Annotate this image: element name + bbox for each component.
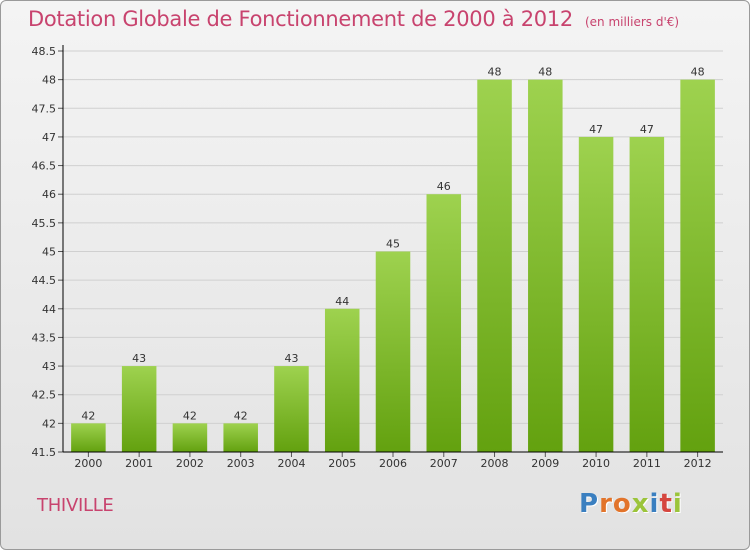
bar: [172, 423, 208, 452]
bar: [477, 79, 512, 453]
y-tick-label: 46: [42, 188, 56, 201]
x-tick-label: 2001: [125, 457, 153, 470]
x-tick-label: 2011: [633, 457, 661, 470]
bar: [71, 423, 106, 452]
bar-value-label: 45: [386, 238, 400, 251]
logo-letter: t: [659, 489, 673, 519]
bar: [528, 79, 563, 453]
bar: [680, 79, 715, 453]
x-tick-label: 2012: [684, 457, 712, 470]
bar-value-label: 43: [132, 352, 146, 365]
x-tick-label: 2005: [328, 457, 356, 470]
bar-value-label: 42: [183, 409, 197, 422]
data-labels: 42 43 42 42 43 44 45 46 48 48 47 47 48: [81, 66, 704, 423]
y-tick-label: 44.5: [32, 274, 57, 287]
x-tick-label: 2004: [277, 457, 305, 470]
logo-letter: P: [579, 489, 600, 519]
y-tick-label: 46.5: [32, 160, 57, 173]
y-tick-label: 42.5: [32, 389, 57, 402]
y-tick-label: 45.5: [32, 217, 57, 230]
bar-value-label: 42: [234, 409, 248, 422]
y-tick-label: 43: [42, 360, 56, 373]
logo-letter: x: [631, 489, 650, 519]
bar: [578, 136, 614, 452]
x-tick-label: 2002: [176, 457, 204, 470]
x-tick-label: 2006: [379, 457, 407, 470]
bar-value-label: 47: [589, 123, 603, 136]
bars: [71, 79, 715, 453]
bar: [375, 251, 411, 452]
chart-title: Dotation Globale de Fonctionnement de 20…: [28, 7, 679, 31]
y-tick-label: 44: [42, 303, 56, 316]
x-axis-ticks: 2000 2001 2002 2003 2004 2005 2006 2007 2008 2009…: [74, 452, 712, 470]
bar-value-label: 48: [538, 66, 552, 79]
y-axis-ticks: 41.5 42 42.5 43 43.5 44 44.5 45 45.5 46 46.5 47 47.5…: [32, 45, 63, 459]
bar-value-label: 46: [437, 180, 451, 193]
logo-letter: i: [672, 489, 683, 519]
x-tick-label: 2009: [531, 457, 559, 470]
y-tick-label: 47: [42, 131, 56, 144]
logo-letter: o: [612, 489, 632, 519]
logo-letter: r: [599, 489, 613, 519]
chart-title-text: Dotation Globale de Fonctionnement de 20…: [28, 7, 573, 31]
axes: [62, 45, 723, 453]
bar: [274, 366, 309, 452]
proxiti-logo: Proxiti: [579, 489, 683, 519]
bar: [629, 136, 665, 452]
y-tick-label: 48: [42, 74, 56, 87]
commune-name: THIVILLE: [37, 495, 114, 516]
bar-value-label: 47: [640, 123, 654, 136]
bar-value-label: 42: [81, 409, 95, 422]
bar-value-label: 48: [488, 66, 502, 79]
x-tick-label: 2008: [481, 457, 509, 470]
bar-value-label: 44: [335, 295, 349, 308]
x-tick-label: 2007: [430, 457, 458, 470]
y-tick-label: 43.5: [32, 331, 57, 344]
bar-value-label: 48: [691, 66, 705, 79]
x-tick-label: 2000: [74, 457, 102, 470]
bar-value-label: 43: [284, 352, 298, 365]
chart-subtitle: (en milliers d'€): [584, 15, 680, 29]
x-tick-label: 2010: [582, 457, 610, 470]
y-tick-label: 45: [42, 246, 56, 259]
y-tick-label: 41.5: [32, 446, 57, 459]
y-tick-label: 48.5: [32, 45, 57, 58]
logo-letter: i: [649, 489, 660, 519]
bar: [426, 194, 462, 452]
bar: [121, 366, 157, 452]
bar: [223, 423, 258, 452]
y-tick-label: 47.5: [32, 102, 57, 115]
bar: [324, 308, 360, 452]
x-tick-label: 2003: [227, 457, 255, 470]
y-tick-label: 42: [42, 417, 56, 430]
